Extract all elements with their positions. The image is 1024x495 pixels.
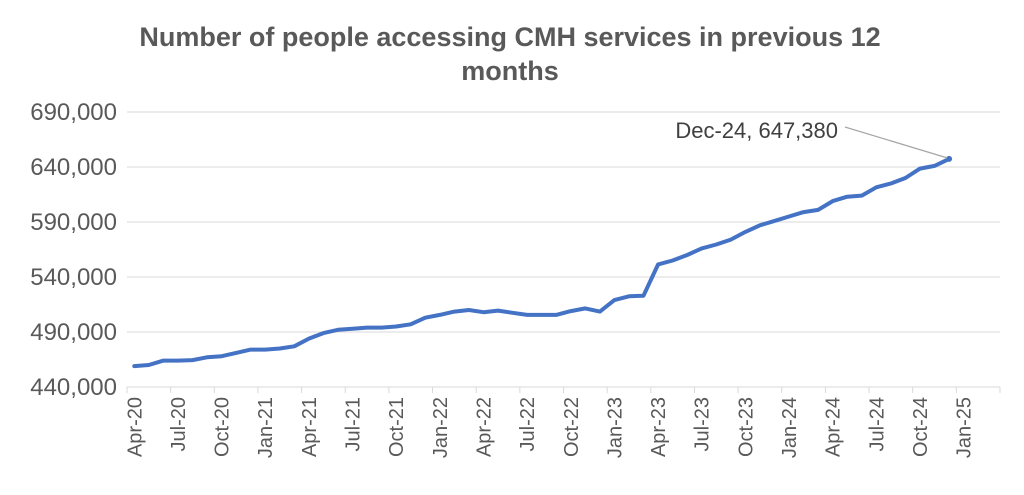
y-tick-label: 690,000 [30, 99, 117, 126]
x-tick-label: Jan-23 [604, 397, 626, 458]
x-tick-label: Jan-22 [430, 397, 452, 458]
x-tick-label: Apr-22 [473, 397, 495, 457]
y-tick-label: 590,000 [30, 209, 117, 236]
series-line [132, 156, 952, 369]
y-tick-label: 490,000 [30, 319, 117, 346]
annotation-label: Dec-24, 647,380 [675, 118, 838, 143]
y-tick-label: 440,000 [30, 374, 117, 401]
x-tick-label: Jul-24 [866, 397, 888, 451]
x-tick-label: Apr-21 [299, 397, 321, 457]
x-tick-label: Oct-20 [212, 397, 234, 457]
y-axis-ticks: 440,000 490,000 540,000 590,000 640,000 690,0… [30, 99, 117, 401]
x-tick-label: Jan-25 [954, 397, 976, 458]
x-tick-label: Oct-24 [910, 397, 932, 457]
x-tick-label: Oct-21 [386, 397, 408, 457]
chart-title-line-2: months [461, 56, 559, 86]
x-tick-label: Jan-21 [255, 397, 277, 458]
chart-title: Number of people accessing CMH services … [100, 20, 920, 88]
y-tick-label: 540,000 [30, 264, 117, 291]
x-tick-label: Jul-20 [168, 397, 190, 451]
x-tick-label: Jul-22 [517, 397, 539, 451]
annotation-layer: Dec-24, 647,380 [675, 118, 953, 162]
chart-title-line-1: Number of people accessing CMH services … [139, 22, 881, 52]
x-tick-label: Apr-23 [648, 397, 670, 457]
x-tick-label: Oct-22 [561, 397, 583, 457]
x-tick-label: Jul-23 [692, 397, 714, 451]
gridlines [126, 111, 1001, 393]
x-axis-ticks: Apr-20 Jul-20 Oct-20 Jan-21 Apr-21 Jul-21 Oct-… [124, 397, 975, 458]
annotation-leader [844, 126, 948, 159]
y-tick-label: 640,000 [30, 154, 117, 181]
x-tick-label: Jul-21 [343, 397, 365, 451]
data-point-last [946, 155, 953, 162]
x-tick-label: Jan-24 [779, 397, 801, 458]
x-tick-label: Oct-23 [735, 397, 757, 457]
x-tick-label: Apr-20 [124, 397, 146, 457]
series-layer [132, 156, 952, 369]
x-tick-label: Apr-24 [823, 397, 845, 457]
